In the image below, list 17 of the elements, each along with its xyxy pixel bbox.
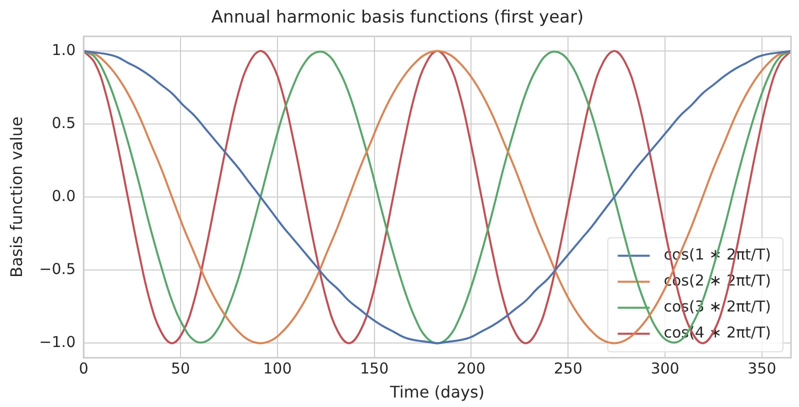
chart-title: Annual harmonic basis functions (first year) <box>211 8 584 28</box>
x-axis-title: Time (days) <box>389 382 485 402</box>
x-tick-label: 350 <box>748 360 776 378</box>
x-tick-label: 250 <box>554 360 582 378</box>
line-series <box>84 50 791 344</box>
y-tick-label: −0.5 <box>39 260 76 278</box>
y-tick-label: 0.0 <box>52 186 76 205</box>
x-tick-label: 300 <box>650 360 680 378</box>
x-tick-label: 150 <box>360 360 389 378</box>
y-axis-title: Basis function value <box>6 116 26 278</box>
x-tick-label: 100 <box>263 360 292 378</box>
x-tick-label: 0 <box>78 360 88 378</box>
y-tick-label: 1.0 <box>52 40 76 59</box>
y-tick-label: 0.5 <box>52 114 76 132</box>
x-tick-label: 200 <box>456 360 486 378</box>
y-tick-label: −1.0 <box>39 333 76 352</box>
x-tick-label: 50 <box>170 360 190 378</box>
